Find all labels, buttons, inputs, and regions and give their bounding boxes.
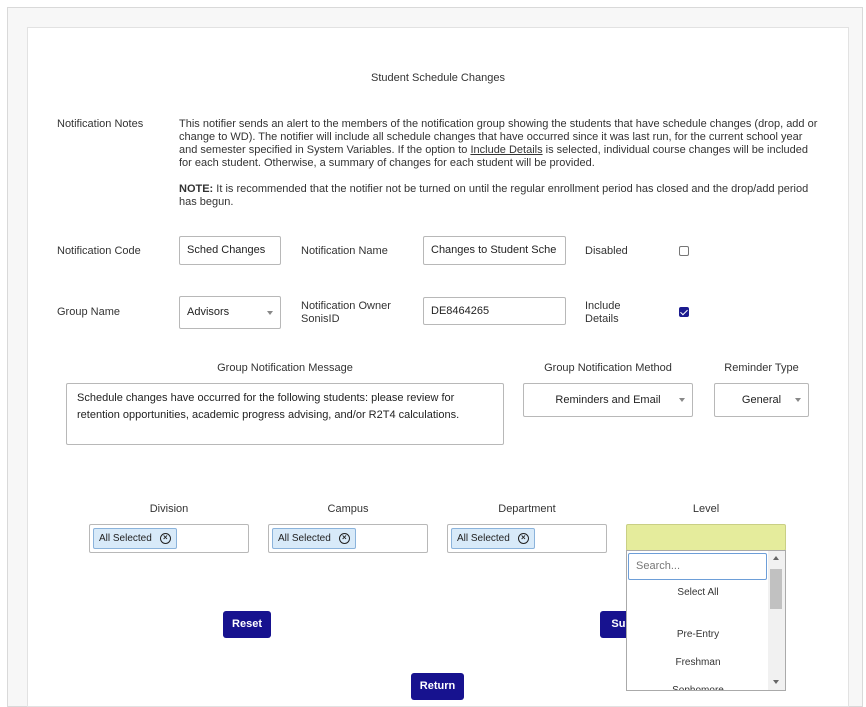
select[interactable]: General (714, 383, 809, 417)
tag-text: All Selected (278, 533, 331, 544)
field-label: Disabled (585, 245, 628, 257)
checkbox[interactable] (679, 307, 689, 317)
multi-select[interactable]: All Selected × (89, 524, 249, 553)
field-label: Group Notification Method (544, 362, 672, 374)
tag-text: All Selected (99, 533, 152, 544)
field-label: Group Name (57, 306, 120, 318)
label-line: Notification Owner (301, 300, 391, 312)
field-label: Notification Code (57, 245, 141, 257)
remove-icon[interactable]: × (159, 533, 171, 544)
text-input[interactable]: Changes to Student Sche (423, 236, 566, 265)
tag[interactable]: All Selected × (93, 528, 177, 549)
form-title: Student Schedule Changes (371, 72, 505, 84)
field-label: Department (498, 503, 556, 515)
scroll-down[interactable] (773, 680, 779, 684)
field-label: Reminder Type (724, 362, 799, 374)
multi-select[interactable]: All Selected × (447, 524, 607, 553)
dropdown-option[interactable]: Pre-Entry (676, 629, 720, 640)
notes-body: This notifier sends an alert to the memb… (179, 118, 818, 156)
remove-icon[interactable]: × (338, 533, 350, 544)
field-label: Include Details (585, 300, 620, 326)
textarea[interactable]: Schedule changes have occurred for the f… (66, 383, 504, 445)
select-value: General (741, 394, 782, 406)
field-label: Group Notification Message (217, 362, 353, 374)
field-label: Campus (327, 503, 369, 515)
field-label: Notification Name (301, 245, 388, 257)
select[interactable]: Advisors (179, 296, 281, 329)
notes-link: Include Details (470, 144, 543, 156)
dropdown-option[interactable]: Sophomore (672, 685, 724, 691)
scrollbar[interactable] (768, 551, 785, 690)
tag[interactable]: All Selected × (272, 528, 356, 549)
scroll-up[interactable] (773, 556, 779, 560)
notes-text: This notifier sends an alert to the memb… (179, 118, 821, 209)
multi-select[interactable]: All Selected × (268, 524, 428, 553)
tag[interactable]: All Selected × (451, 528, 535, 549)
label-line: Include (585, 300, 621, 312)
return-button[interactable]: Return (411, 673, 464, 700)
reset-button[interactable]: Reset (223, 611, 271, 638)
select[interactable]: Reminders and Email (523, 383, 693, 417)
tag-text: All Selected (457, 533, 510, 544)
dropdown: Search... Select All Pre-Entry Freshman Sop… (626, 550, 786, 691)
field-label: Level (692, 503, 720, 515)
text-input[interactable]: DE8464265 (423, 297, 566, 325)
checkbox[interactable] (679, 246, 689, 256)
label-line: SonisID (301, 313, 340, 325)
dropdown-option[interactable]: Select All (677, 587, 719, 598)
scroll-thumb[interactable] (770, 569, 782, 609)
field-label: Notification Owner SonisID (301, 300, 391, 326)
select-value: Reminders and Email (555, 394, 661, 406)
field-label: Division (149, 503, 189, 515)
note-label: NOTE: (179, 183, 214, 195)
text-input[interactable]: Sched Changes (179, 236, 281, 265)
select-value: Advisors (187, 306, 230, 318)
note-text: It is recommended that the notifier not … (179, 183, 809, 208)
notes-label: Notification Notes (57, 118, 144, 130)
dropdown-option[interactable]: Freshman (675, 657, 721, 668)
search-input[interactable]: Search... (628, 553, 767, 580)
multi-select[interactable] (626, 524, 786, 551)
notes-body: is selected, individual course changes w… (179, 144, 808, 169)
remove-icon[interactable]: × (517, 533, 529, 544)
label-line: Details (585, 313, 619, 325)
